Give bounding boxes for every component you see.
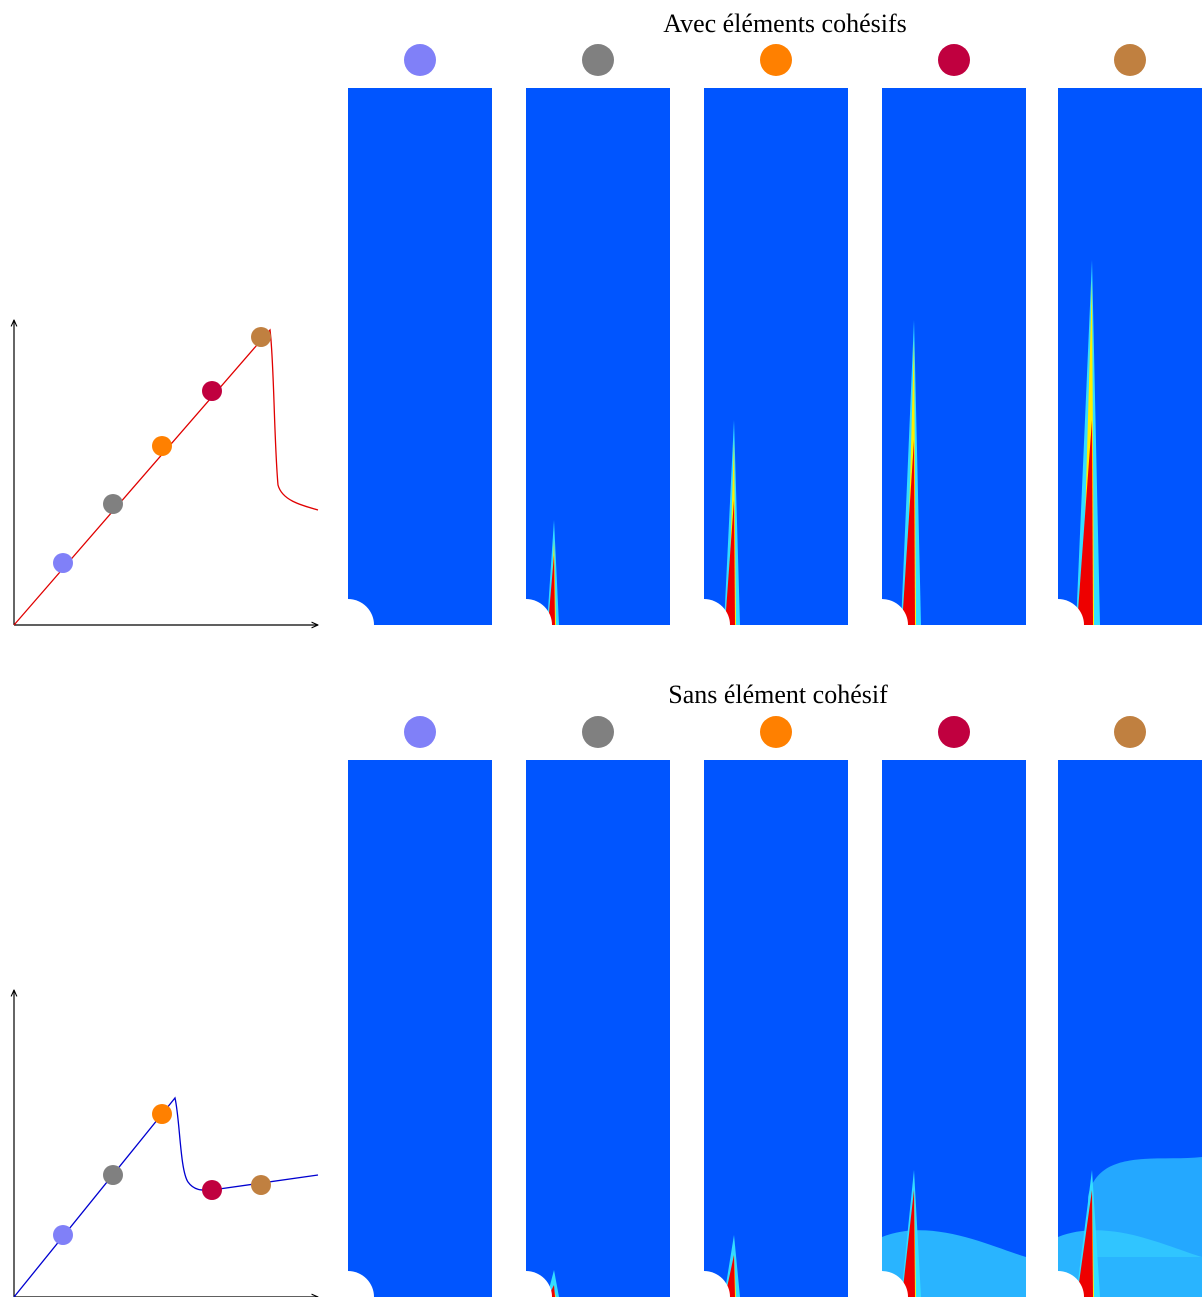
field-map [526, 760, 670, 1297]
hole [1058, 599, 1084, 625]
field-map [348, 760, 492, 1297]
damage-zone [1088, 1157, 1202, 1257]
state-marker [1114, 716, 1146, 748]
curve-state-marker [251, 1175, 271, 1195]
state-marker [1114, 44, 1146, 76]
state-marker [582, 716, 614, 748]
crack-red [902, 1190, 915, 1297]
hole [348, 1271, 374, 1297]
field-map [348, 88, 492, 625]
hole [882, 1271, 908, 1297]
field-maps [348, 88, 1202, 1297]
state-marker [404, 716, 436, 748]
field-map [526, 88, 670, 625]
hole [704, 599, 730, 625]
load-curve-plot [14, 990, 318, 1297]
curve-state-marker [202, 1180, 222, 1200]
curve [13, 1096, 319, 1298]
curve-state-marker [103, 494, 123, 514]
hole [704, 1271, 730, 1297]
field-map [704, 760, 848, 1297]
state-marker [938, 716, 970, 748]
state-marker [938, 44, 970, 76]
hole [526, 1271, 552, 1297]
curve-state-marker [53, 553, 73, 573]
hole [348, 599, 374, 625]
curve-state-marker [53, 1225, 73, 1245]
state-marker [582, 44, 614, 76]
field-map [882, 88, 1026, 625]
panel-title: Avec éléments cohésifs [663, 9, 907, 38]
load-curve-plot [14, 320, 318, 625]
curve-state-marker [152, 436, 172, 456]
curve [13, 328, 319, 626]
hole [882, 599, 908, 625]
state-marker [404, 44, 436, 76]
curve-state-marker [152, 1104, 172, 1124]
field-map [882, 760, 1026, 1297]
crack-red [1077, 1190, 1093, 1297]
hole [1058, 1271, 1084, 1297]
crack-red [548, 555, 555, 625]
panel-title: Sans élément cohésif [668, 680, 888, 709]
state-marker [760, 44, 792, 76]
hole [526, 599, 552, 625]
curve-state-marker [251, 327, 271, 347]
curve-state-marker [103, 1165, 123, 1185]
curve-state-marker [202, 381, 222, 401]
crack-red [1077, 420, 1093, 625]
crack-red [725, 500, 735, 625]
crack-red [902, 440, 915, 625]
state-marker [760, 716, 792, 748]
field-map [704, 88, 848, 625]
